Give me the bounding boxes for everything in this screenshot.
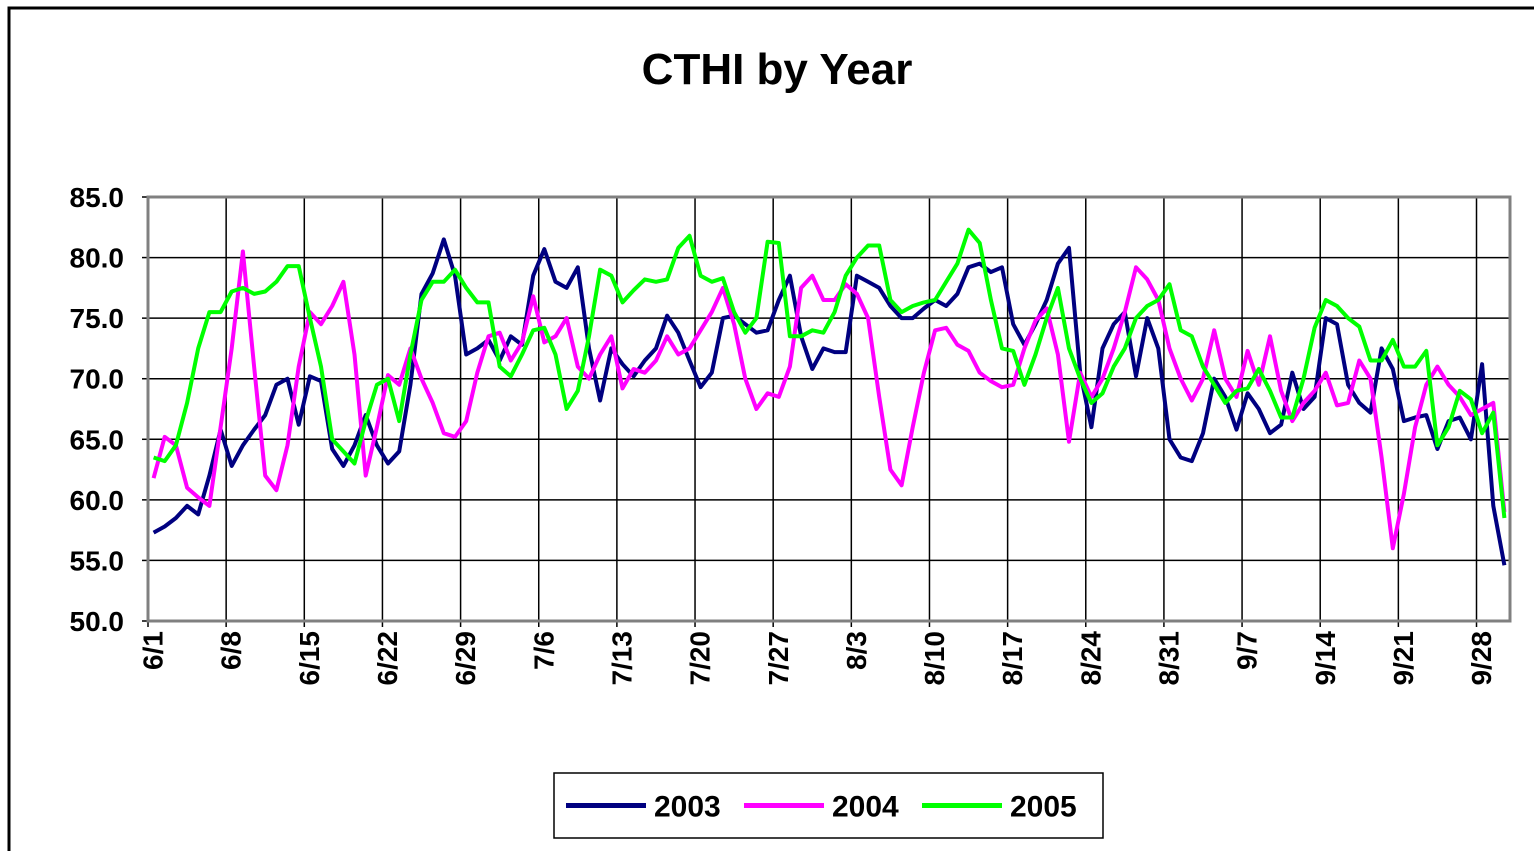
x-tick-label: 9/7 [1232,631,1263,670]
y-tick-label: 70.0 [70,364,125,395]
y-tick-label: 85.0 [70,182,125,213]
y-tick-label: 65.0 [70,424,125,455]
x-tick-label: 8/31 [1154,631,1185,686]
x-tick-label: 9/28 [1466,631,1497,686]
x-tick-label: 6/15 [294,631,325,686]
legend-label: 2005 [1010,791,1077,824]
x-tick-label: 9/21 [1388,631,1419,686]
x-tick-label: 8/3 [841,631,872,670]
y-tick-label: 60.0 [70,485,125,516]
y-tick-label: 75.0 [70,303,125,334]
y-tick-label: 50.0 [70,606,125,637]
legend-label: 2004 [832,791,899,824]
x-tick-label: 8/24 [1075,631,1106,686]
x-tick-label: 6/29 [450,631,481,686]
x-tick-label: 6/1 [138,631,169,670]
series-line [152,227,1507,519]
x-tick-label: 8/17 [997,631,1028,686]
series-line [151,249,1507,551]
x-tick-label: 7/6 [528,631,559,670]
x-tick-label: 9/14 [1310,631,1341,686]
x-tick-label: 6/22 [372,631,403,686]
x-tick-label: 7/27 [763,631,794,686]
y-tick-label: 55.0 [70,545,125,576]
x-tick-label: 6/8 [216,631,247,670]
chart-title: CTHI by Year [642,45,913,94]
x-tick-label: 7/20 [685,631,716,686]
x-tick-label: 7/13 [606,631,637,686]
legend-label: 2003 [654,791,721,824]
x-tick-label: 8/10 [919,631,950,686]
plot-border [146,195,1512,623]
series-line [152,237,1507,566]
y-tick-label: 80.0 [70,243,125,274]
